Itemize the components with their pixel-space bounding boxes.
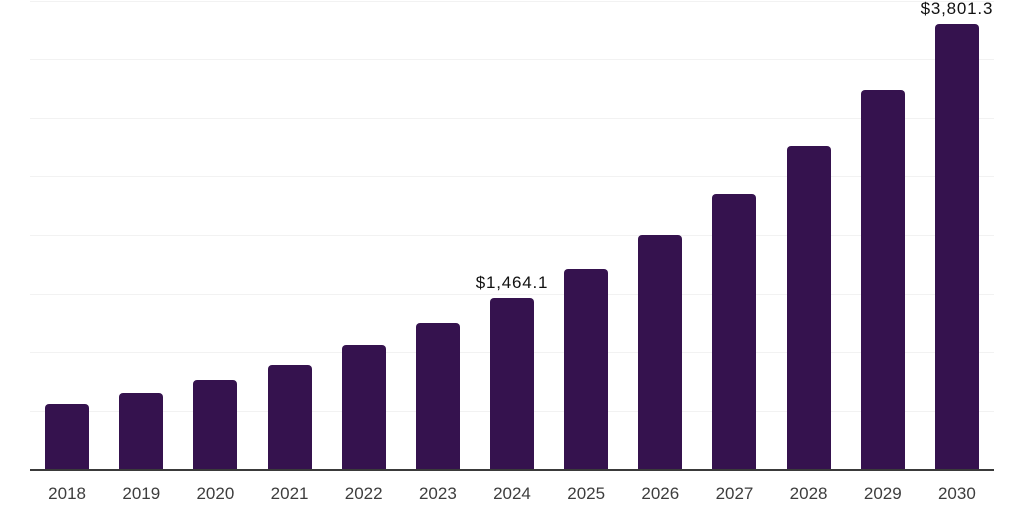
x-tick-2023: 2023 [418, 484, 457, 503]
gridline-3500 [30, 59, 994, 61]
gridline-2500 [30, 176, 994, 178]
x-tick-2025: 2025 [567, 484, 606, 503]
bar-2025 [564, 268, 609, 470]
x-tick-2021: 2021 [270, 484, 309, 503]
bar-2018 [45, 403, 90, 470]
bar-2022 [341, 344, 386, 470]
x-tick-2022: 2022 [344, 484, 383, 503]
x-tick-2026: 2026 [641, 484, 680, 503]
bar-2026 [638, 234, 683, 470]
x-axis-line [30, 469, 994, 471]
bar-2019 [119, 393, 164, 470]
x-tick-2018: 2018 [48, 484, 86, 503]
x-tick-2028: 2028 [789, 484, 828, 503]
x-tick-2029: 2029 [863, 484, 902, 503]
bar-2030 [934, 24, 979, 470]
gridline-4000 [30, 0, 994, 2]
bar-2027 [712, 193, 757, 470]
x-tick-2030: 2030 [937, 484, 976, 503]
bar-2028 [786, 146, 831, 470]
gridline-3000 [30, 117, 994, 119]
bar-2021 [267, 364, 312, 470]
x-axis-labels: 2018 2019 2020 2021 2022 2023 2024 2025 2026 2027… [30, 484, 994, 506]
bar-2024 [490, 298, 534, 470]
data-label-2030: $3,801.3 [920, 0, 994, 19]
x-tick-2020: 2020 [196, 484, 235, 503]
gridline-1500 [30, 293, 994, 295]
gridline-2000 [30, 235, 994, 236]
bar-2029 [860, 90, 905, 470]
bar-2020 [193, 380, 238, 470]
x-tick-2019: 2019 [122, 484, 161, 503]
x-tick-2024: 2024 [493, 484, 531, 503]
x-tick-2027: 2027 [715, 484, 754, 503]
data-label-2024: $1,464.1 [475, 273, 549, 293]
bar-2023 [415, 322, 460, 470]
plot-area: $1,464.1 $3,801.3 [30, 0, 994, 470]
